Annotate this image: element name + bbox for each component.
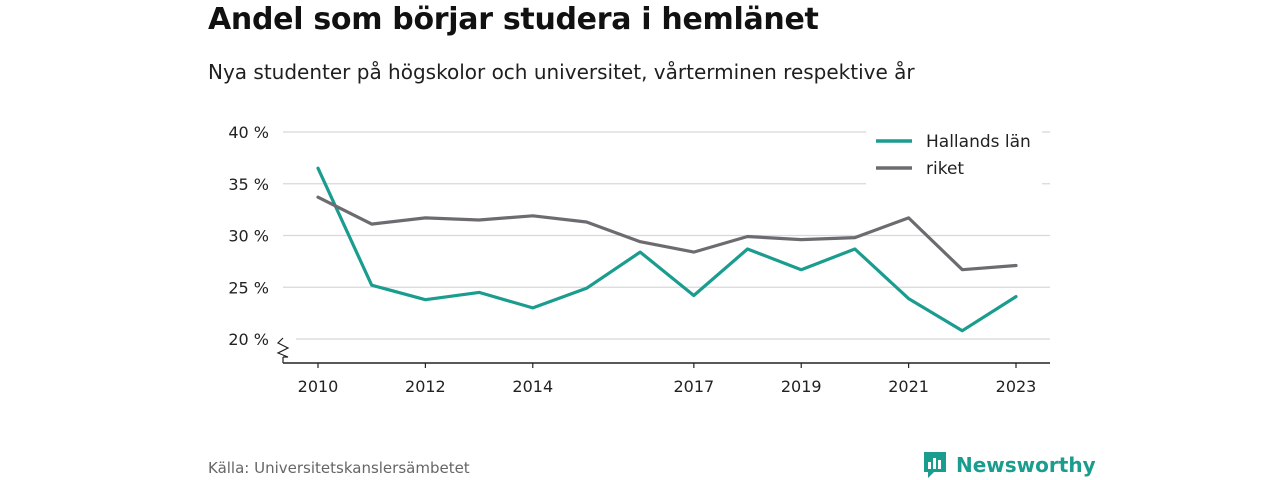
x-tick-label: 2021 <box>888 377 929 396</box>
bar-chart-logo-icon <box>924 452 946 478</box>
x-tick-label: 2010 <box>298 377 339 396</box>
x-tick-label: 2012 <box>405 377 446 396</box>
series-line-hallands <box>316 166 1018 333</box>
x-tick-label: 2017 <box>673 377 714 396</box>
axis-break-icon <box>276 337 290 358</box>
legend-label: riket <box>926 159 964 179</box>
legend-label: Hallands län <box>926 132 1031 152</box>
brand-logo: Newsworthy <box>922 450 1096 480</box>
brand-name: Newsworthy <box>956 453 1096 477</box>
y-tick-label: 20 % <box>228 330 269 349</box>
legend-box <box>866 124 1042 186</box>
x-tick-label: 2019 <box>781 377 822 396</box>
series-line-riket <box>316 195 1018 272</box>
source-note: Källa: Universitetskanslersämbetet <box>208 459 470 477</box>
y-tick-label: 40 % <box>228 123 269 142</box>
chart-title: Andel som börjar studera i hemlänet <box>208 2 819 37</box>
y-tick-label: 35 % <box>228 175 269 194</box>
chart-subtitle: Nya studenter på högskolor och universit… <box>208 60 915 84</box>
x-tick-label: 2023 <box>996 377 1037 396</box>
y-tick-label: 30 % <box>228 227 269 246</box>
y-tick-label: 25 % <box>228 278 269 297</box>
x-tick-label: 2014 <box>512 377 553 396</box>
